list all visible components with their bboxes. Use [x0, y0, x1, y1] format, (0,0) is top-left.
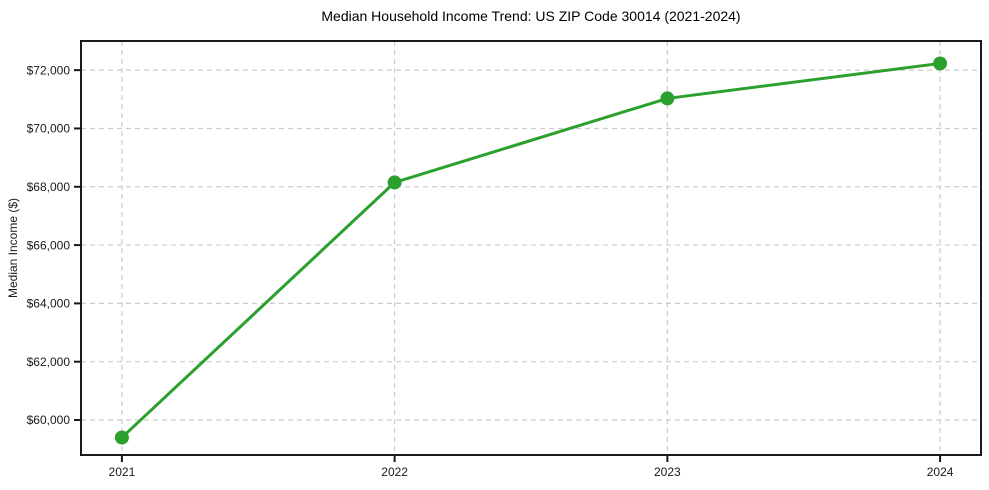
y-tick-label: $60,000 — [27, 413, 71, 427]
y-tick-label: $66,000 — [27, 238, 71, 252]
y-axis-label: Median Income ($) — [6, 198, 20, 298]
data-point — [933, 56, 948, 71]
grid-layer — [81, 41, 981, 455]
y-tick-label: $68,000 — [27, 180, 71, 194]
data-point — [387, 175, 402, 190]
x-tick-label: 2023 — [654, 465, 681, 479]
x-tick-label: 2021 — [109, 465, 136, 479]
y-tick-label: $62,000 — [27, 355, 71, 369]
x-tick-label: 2024 — [927, 465, 954, 479]
y-tick-label: $72,000 — [27, 63, 71, 77]
y-tick-label: $64,000 — [27, 297, 71, 311]
y-tick-label: $70,000 — [27, 122, 71, 136]
data-point — [114, 430, 129, 445]
data-point — [660, 91, 675, 106]
data-line — [120, 61, 942, 440]
series-layer — [114, 56, 948, 445]
x-tick-label: 2022 — [381, 465, 408, 479]
chart-title: Median Household Income Trend: US ZIP Co… — [321, 8, 740, 24]
plot-border — [80, 40, 982, 456]
axis-layer: $60,000 $62,000 $64,000 $66,000 $68,000 $70,0… — [27, 40, 982, 479]
